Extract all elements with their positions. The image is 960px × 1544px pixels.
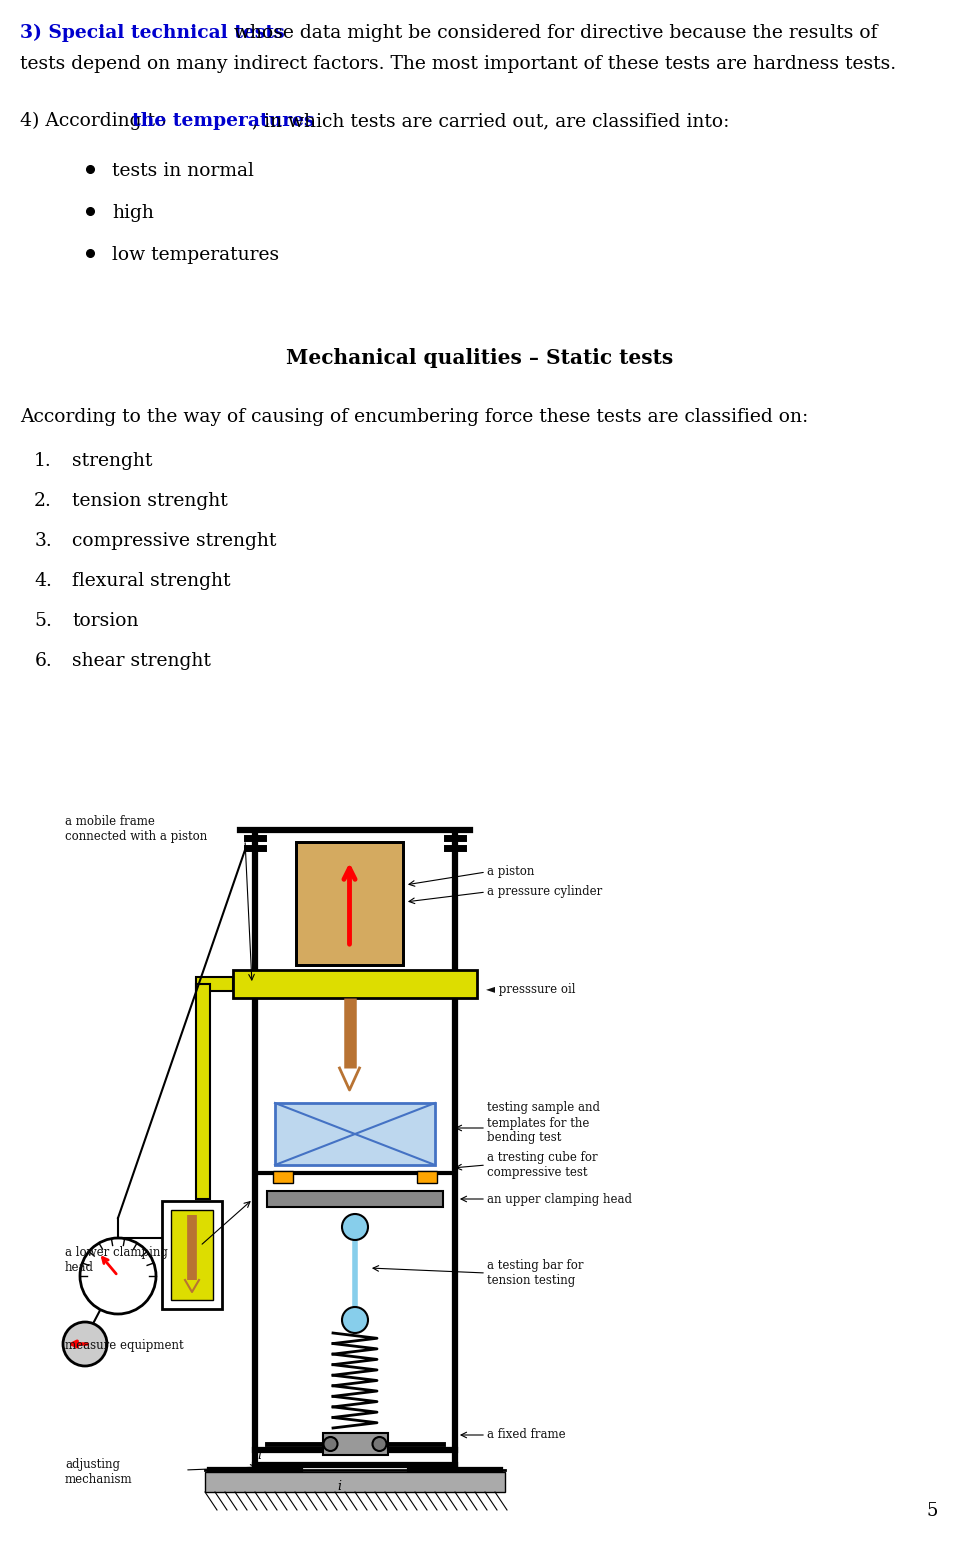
- Text: 2.: 2.: [35, 493, 52, 510]
- Text: low temperatures: low temperatures: [112, 245, 279, 264]
- Bar: [323, 1433, 388, 1454]
- Text: tests depend on many indirect factors. The most important of these tests are har: tests depend on many indirect factors. T…: [20, 56, 896, 73]
- Text: a pressure cylinder: a pressure cylinder: [487, 886, 602, 899]
- Text: a testing bar for
tension testing: a testing bar for tension testing: [487, 1258, 584, 1288]
- Text: 4) According to: 4) According to: [20, 113, 172, 130]
- Bar: [267, 1190, 443, 1207]
- Text: a piston: a piston: [487, 866, 535, 879]
- Text: shear strenght: shear strenght: [72, 652, 211, 670]
- Text: 3) Special technical tests: 3) Special technical tests: [20, 25, 284, 42]
- Text: torsion: torsion: [72, 611, 138, 630]
- Bar: [275, 1102, 435, 1166]
- Text: strenght: strenght: [72, 452, 153, 469]
- Text: 5: 5: [926, 1502, 938, 1519]
- Bar: [171, 1210, 213, 1300]
- Text: i: i: [257, 1448, 261, 1462]
- Text: high: high: [112, 204, 154, 222]
- Text: tests in normal: tests in normal: [112, 162, 253, 181]
- Text: 5.: 5.: [35, 611, 52, 630]
- Bar: [162, 1201, 222, 1309]
- Text: Mechanical qualities – Static tests: Mechanical qualities – Static tests: [286, 347, 674, 367]
- Text: compressive strenght: compressive strenght: [72, 533, 276, 550]
- Circle shape: [372, 1437, 387, 1451]
- Text: 6.: 6.: [35, 652, 52, 670]
- Bar: [196, 977, 233, 991]
- Text: whose data might be considered for directive because the results of: whose data might be considered for direc…: [228, 25, 877, 42]
- Text: a tresting cube for
compressive test: a tresting cube for compressive test: [487, 1150, 598, 1180]
- Text: adjusting
mechanism: adjusting mechanism: [65, 1458, 132, 1485]
- Text: the temperatures: the temperatures: [132, 113, 315, 130]
- Circle shape: [342, 1308, 368, 1332]
- Bar: [205, 1471, 505, 1492]
- Text: ◄ presssure oil: ◄ presssure oil: [486, 982, 575, 996]
- Bar: [296, 841, 403, 965]
- Bar: [233, 970, 477, 997]
- Bar: [417, 1170, 437, 1183]
- Text: measure equipment: measure equipment: [65, 1339, 183, 1353]
- Text: flexural strenght: flexural strenght: [72, 571, 230, 590]
- Circle shape: [80, 1238, 156, 1314]
- Text: tension strenght: tension strenght: [72, 493, 228, 510]
- Circle shape: [342, 1214, 368, 1240]
- Text: a fixed frame: a fixed frame: [487, 1428, 565, 1442]
- Text: 3.: 3.: [35, 533, 52, 550]
- Circle shape: [63, 1322, 107, 1366]
- Text: , in which tests are carried out, are classified into:: , in which tests are carried out, are cl…: [252, 113, 730, 130]
- Text: a mobile frame
connected with a piston: a mobile frame connected with a piston: [65, 815, 207, 843]
- Text: According to the way of causing of encumbering force these tests are classified : According to the way of causing of encum…: [20, 408, 808, 426]
- Text: a lower clamping
head: a lower clamping head: [65, 1246, 168, 1274]
- Circle shape: [324, 1437, 338, 1451]
- Text: an upper clamping head: an upper clamping head: [487, 1192, 632, 1206]
- Bar: [273, 1170, 293, 1183]
- Bar: [296, 841, 403, 965]
- Text: 4.: 4.: [35, 571, 52, 590]
- Text: testing sample and
templates for the
bending test: testing sample and templates for the ben…: [487, 1101, 600, 1144]
- Text: 1.: 1.: [35, 452, 52, 469]
- Bar: [196, 984, 210, 1200]
- Text: i: i: [337, 1481, 341, 1493]
